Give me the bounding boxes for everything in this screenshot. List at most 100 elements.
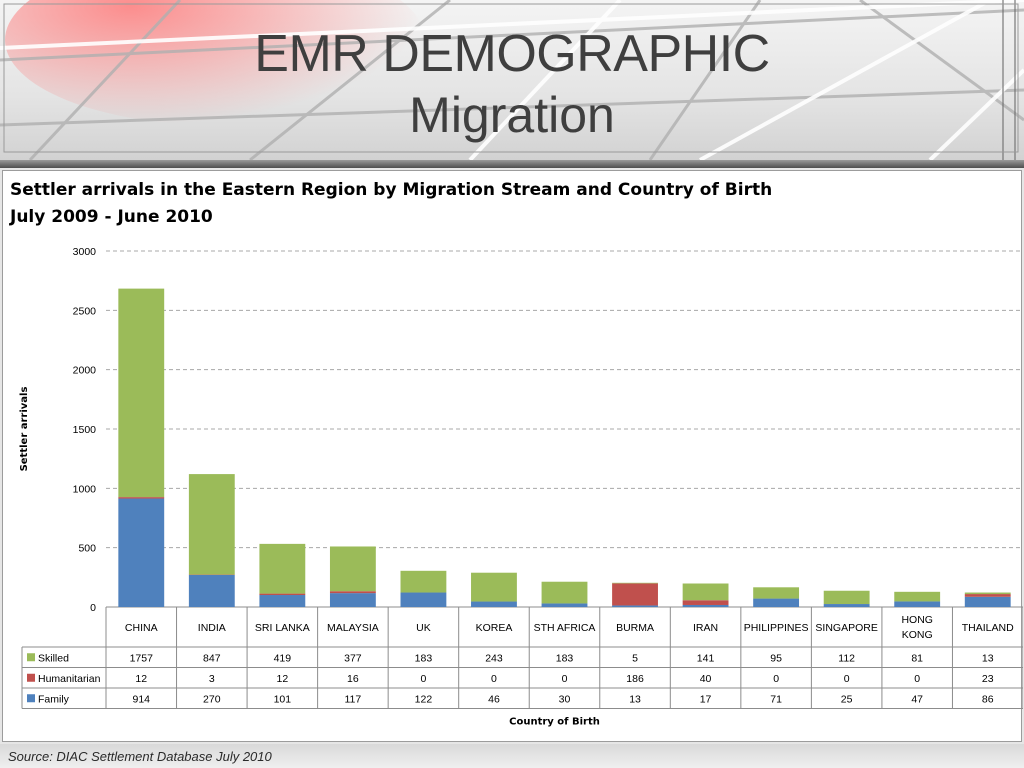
slide-header: EMR DEMOGRAPHIC Migration xyxy=(0,0,1024,160)
x-tick-label: UK xyxy=(416,622,431,634)
data-table-value: 183 xyxy=(556,652,574,664)
data-table-value: 0 xyxy=(844,673,850,685)
data-table-value: 40 xyxy=(700,673,712,685)
data-table-value: 141 xyxy=(697,652,715,664)
data-table-value: 122 xyxy=(415,693,433,705)
bar-segment xyxy=(188,574,235,607)
chart-subtitle: July 2009 - June 2010 xyxy=(10,207,213,227)
y-tick-label: 2500 xyxy=(73,305,97,317)
data-table-value: 0 xyxy=(562,673,568,685)
bar-segment xyxy=(753,598,800,607)
source-note: Source: DIAC Settlement Database July 20… xyxy=(8,749,272,764)
x-tick-label: SRI LANKA xyxy=(255,622,310,634)
slide-footer: Source: DIAC Settlement Database July 20… xyxy=(0,744,1024,768)
y-tick-label: 3000 xyxy=(73,246,97,258)
data-table-value: 0 xyxy=(773,673,779,685)
data-table-value: 270 xyxy=(203,693,221,705)
data-table-value: 419 xyxy=(274,652,292,664)
data-table-value: 186 xyxy=(626,673,644,685)
x-tick-label: BURMA xyxy=(616,622,654,634)
y-tick-label: 1000 xyxy=(73,483,97,495)
y-tick-label: 2000 xyxy=(73,365,97,377)
bar-segment xyxy=(471,601,517,607)
slide-title: EMR DEMOGRAPHIC xyxy=(254,25,770,83)
x-tick-label: HONG xyxy=(901,614,933,626)
x-tick-label: THAILAND xyxy=(962,622,1014,634)
data-table-value: 0 xyxy=(914,673,920,685)
x-tick-label: CHINA xyxy=(125,622,158,634)
bar-segment xyxy=(894,601,941,607)
bar-segment xyxy=(118,498,165,607)
data-table-value: 46 xyxy=(488,693,500,705)
data-table-value: 71 xyxy=(770,693,782,705)
chart-panel: Settler arrivals in the Eastern Region b… xyxy=(2,170,1023,742)
chart-title-block: Settler arrivals in the Eastern Region b… xyxy=(10,177,910,231)
bar-segment xyxy=(188,474,235,575)
data-table-value: 81 xyxy=(911,652,923,664)
bar-segment xyxy=(682,600,729,605)
x-tick-label: MALAYSIA xyxy=(327,622,379,634)
bar-segment xyxy=(964,592,1011,595)
bar-segment xyxy=(541,581,588,604)
data-table-value: 12 xyxy=(277,673,289,685)
data-table-value: 243 xyxy=(485,652,503,664)
y-tick-label: 0 xyxy=(90,602,96,614)
legend-label: Humanitarian xyxy=(38,673,101,685)
data-table-value: 112 xyxy=(838,652,855,664)
data-table-value: 25 xyxy=(841,693,853,705)
data-table-value: 23 xyxy=(982,673,994,685)
y-axis-title: Settler arrivals xyxy=(19,387,30,472)
bar-segment xyxy=(329,546,376,592)
y-tick-label: 1500 xyxy=(73,424,97,436)
header-decoration xyxy=(0,0,1024,160)
bar-segment xyxy=(964,596,1011,607)
bar-segment xyxy=(612,583,658,606)
bar-segment xyxy=(753,587,800,599)
bar-segment xyxy=(329,591,376,594)
bar-segment xyxy=(259,543,306,594)
data-table-value: 95 xyxy=(770,652,782,664)
data-table-value: 101 xyxy=(274,693,292,705)
data-table-value: 914 xyxy=(133,693,151,705)
bar-segment xyxy=(823,604,870,607)
bar-segment xyxy=(894,591,941,602)
x-tick-label: PHILIPPINES xyxy=(744,622,809,634)
data-table-value: 847 xyxy=(203,652,221,664)
data-table-value: 5 xyxy=(632,652,638,664)
bar-segment xyxy=(612,605,658,607)
data-table-value: 13 xyxy=(629,693,641,705)
bar-segment xyxy=(329,593,376,607)
bar-segment xyxy=(682,583,729,601)
data-table-value: 30 xyxy=(559,693,571,705)
data-table-value: 12 xyxy=(135,673,147,685)
data-table-value: 0 xyxy=(491,673,497,685)
data-table-value: 3 xyxy=(209,673,215,685)
bar-segment xyxy=(471,572,517,602)
data-table-value: 183 xyxy=(415,652,433,664)
header-divider-band xyxy=(0,160,1024,168)
bar-segment xyxy=(259,593,306,596)
data-table-value: 16 xyxy=(347,673,359,685)
x-tick-label: KOREA xyxy=(476,622,513,634)
bar-segment xyxy=(964,594,1011,597)
bar-segment xyxy=(612,582,658,584)
data-table-value: 0 xyxy=(421,673,427,685)
data-table-value: 86 xyxy=(982,693,994,705)
data-table-value: 1757 xyxy=(130,652,154,664)
bar-segment xyxy=(259,595,306,607)
data-table-value: 17 xyxy=(700,693,712,705)
bar-segment xyxy=(400,592,447,607)
bar-segment xyxy=(118,497,165,499)
legend-label: Skilled xyxy=(38,652,69,664)
x-tick-label: SINGAPORE xyxy=(815,622,877,634)
data-table-value: 13 xyxy=(982,652,994,664)
data-table-value: 377 xyxy=(344,652,362,664)
legend-swatch xyxy=(27,694,35,703)
bar-segment xyxy=(823,590,870,605)
x-tick-label: INDIA xyxy=(198,622,226,634)
y-tick-label: 500 xyxy=(78,543,96,555)
data-table-value: 47 xyxy=(911,693,923,705)
bar-segment xyxy=(682,604,729,607)
bar-segment xyxy=(541,603,588,607)
